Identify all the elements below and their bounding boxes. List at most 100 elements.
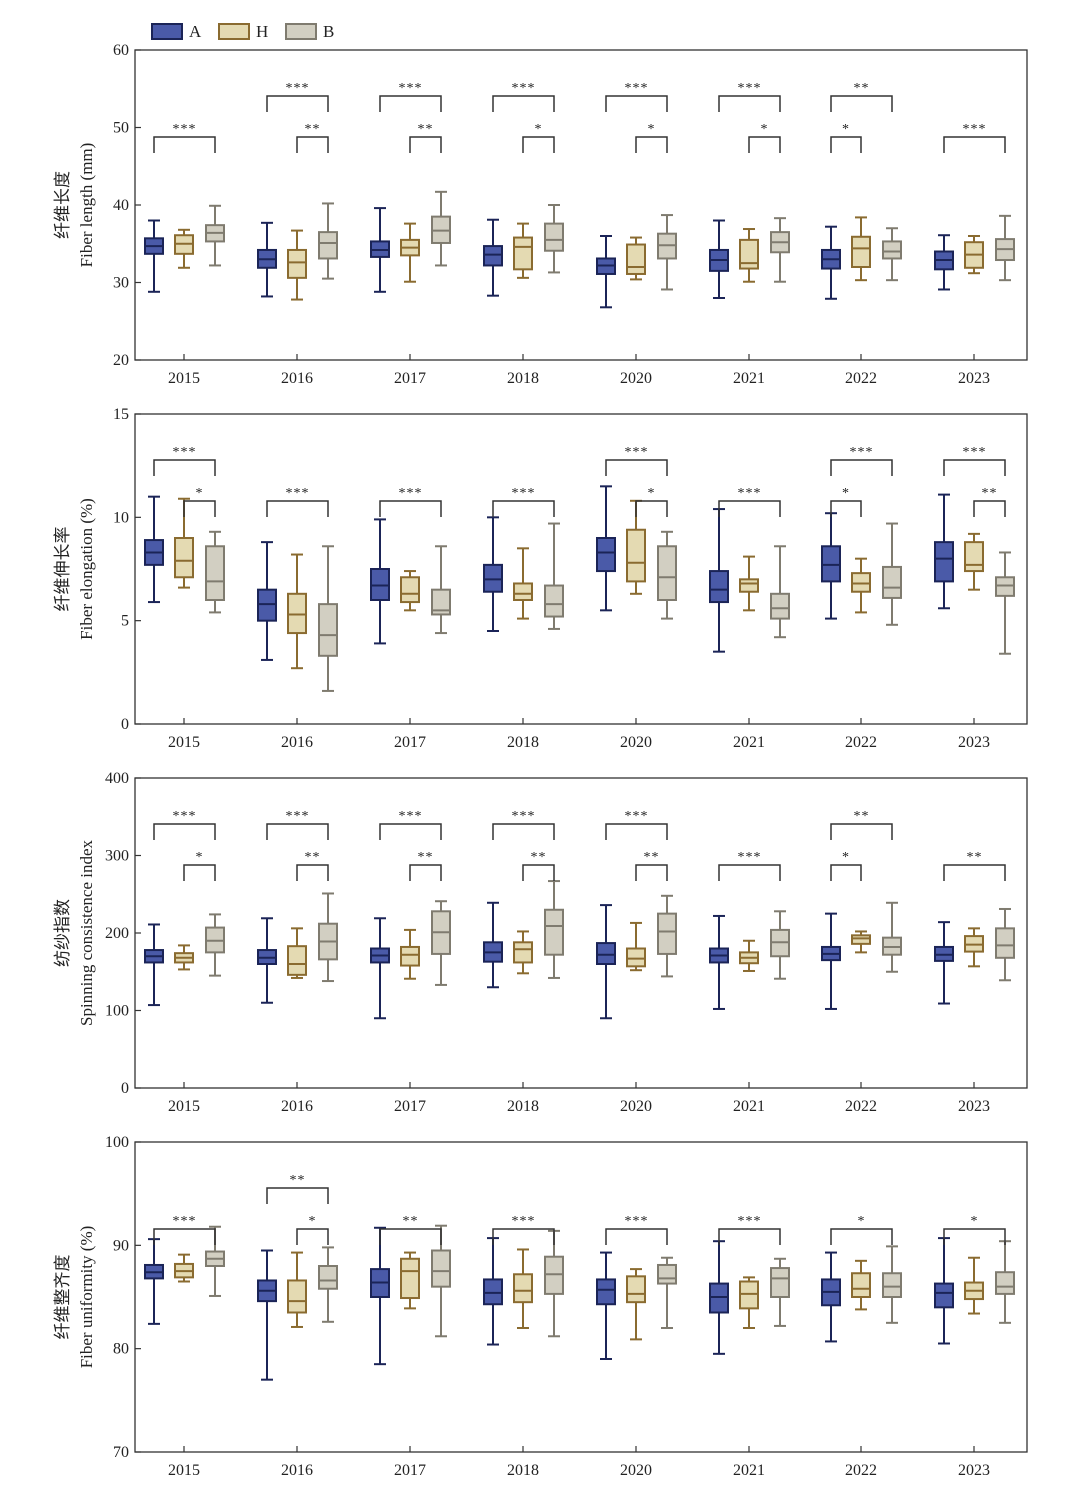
x-tick-label: 2020 [620,1098,652,1115]
sig-bracket-2022-ab: *** [830,445,893,476]
box-a-2020 [596,1251,616,1360]
legend-swatch-h [218,23,250,40]
box-b-2023 [995,1240,1015,1324]
box-b-2020 [657,214,677,291]
box-b-2018 [544,204,564,274]
x-tick-label: 2022 [845,1462,877,1479]
box-iqr [851,1272,871,1298]
box-h-2017 [400,222,420,283]
box-b-2015 [205,204,225,267]
box-iqr [513,1273,533,1304]
sig-label: *** [963,122,987,137]
x-tick-label: 2023 [958,734,990,751]
box-a-2020 [596,485,616,612]
box-iqr [544,908,564,956]
legend-label-b: B [323,22,334,41]
panel-1: 20 30 40 50 60 2015 2016 2017 2018 2020 2021 2022 20… [53,42,1028,387]
sig-bracket-line [943,136,1006,153]
sig-bracket-2022-ah: * [830,850,862,881]
box-iqr [318,1265,338,1290]
box-a-2017 [370,518,390,645]
box-iqr [882,240,902,260]
box-iqr [770,592,790,620]
box-h-2016 [287,1251,307,1328]
sig-label: *** [512,809,536,824]
box-b-2020 [657,530,677,620]
sig-bracket-line [748,136,781,153]
box-iqr [934,541,954,583]
y-axis-title-en: Fiber uniformity (%) [77,1226,96,1369]
sig-bracket-line [605,823,668,840]
box-b-2018 [544,522,564,630]
sig-bracket-line [266,95,329,112]
box-h-2021 [739,228,759,283]
sig-bracket-2020-hb: * [635,122,668,153]
y-axis-title-cn: 纤维伸长率 [53,527,72,612]
box-a-2023 [934,1237,954,1345]
sig-label: ** [967,850,983,865]
box-a-2023 [934,921,954,1005]
box-b-2022 [882,1245,902,1324]
sig-bracket-2018-ab: *** [492,809,555,840]
box-a-2015 [144,495,164,604]
sig-label: *** [399,809,423,824]
sig-bracket-2020-hb: ** [635,850,668,881]
box-iqr [287,592,307,635]
x-tick-label: 2020 [620,1462,652,1479]
sig-label: ** [418,850,434,865]
box-iqr [739,238,759,270]
box-h-2023 [964,927,984,968]
box-a-2018 [483,218,503,297]
sig-bracket-2023-hb: ** [973,486,1006,517]
sig-label: * [648,122,656,137]
sig-bracket-line [522,136,555,153]
box-h-2015 [174,1253,194,1283]
sig-label: *** [963,445,987,460]
x-tick-label: 2021 [733,1098,765,1115]
sig-label: *** [850,445,874,460]
box-h-2022 [851,557,871,614]
sig-label: ** [982,486,998,501]
box-iqr [431,588,451,616]
sig-bracket-line [379,500,442,517]
x-tick-label: 2015 [168,370,200,387]
sig-bracket-2015-ab: *** [153,809,216,840]
box-iqr [934,1282,954,1309]
sig-label: ** [644,850,660,865]
sig-bracket-line [379,95,442,112]
sig-label: *** [625,1214,649,1229]
box-a-2018 [483,1237,503,1346]
sig-bracket-2015-hb: * [183,486,216,517]
box-b-2023 [995,907,1015,982]
sig-label: ** [305,850,321,865]
box-a-2022 [821,1251,841,1343]
sig-bracket-line [153,136,216,153]
sig-label: *** [286,809,310,824]
sig-bracket-2017-hb: ** [409,122,442,153]
box-b-2017 [431,900,451,986]
y-tick-label: 50 [113,120,129,137]
box-a-2021 [709,508,729,653]
sig-bracket-2015-ab: *** [153,122,216,153]
x-tick-label: 2020 [620,734,652,751]
box-iqr [995,576,1015,597]
box-b-2015 [205,913,225,977]
sig-bracket-line [153,1228,216,1245]
box-h-2022 [851,216,871,282]
sig-bracket-line [409,864,442,881]
sig-label: ** [418,122,434,137]
box-iqr [596,537,616,573]
box-a-2018 [483,901,503,989]
box-b-2021 [770,910,790,980]
sig-bracket-line [635,500,668,517]
sig-bracket-line [296,864,329,881]
sig-bracket-line [296,1228,329,1245]
x-tick-label: 2023 [958,1098,990,1115]
sig-bracket-2016-hb: ** [296,850,329,881]
sig-bracket-line [943,459,1006,476]
box-b-2016 [318,202,338,280]
box-h-2015 [174,228,194,269]
box-h-2018 [513,1248,533,1329]
x-tick-label: 2022 [845,370,877,387]
sig-bracket-line [830,459,893,476]
